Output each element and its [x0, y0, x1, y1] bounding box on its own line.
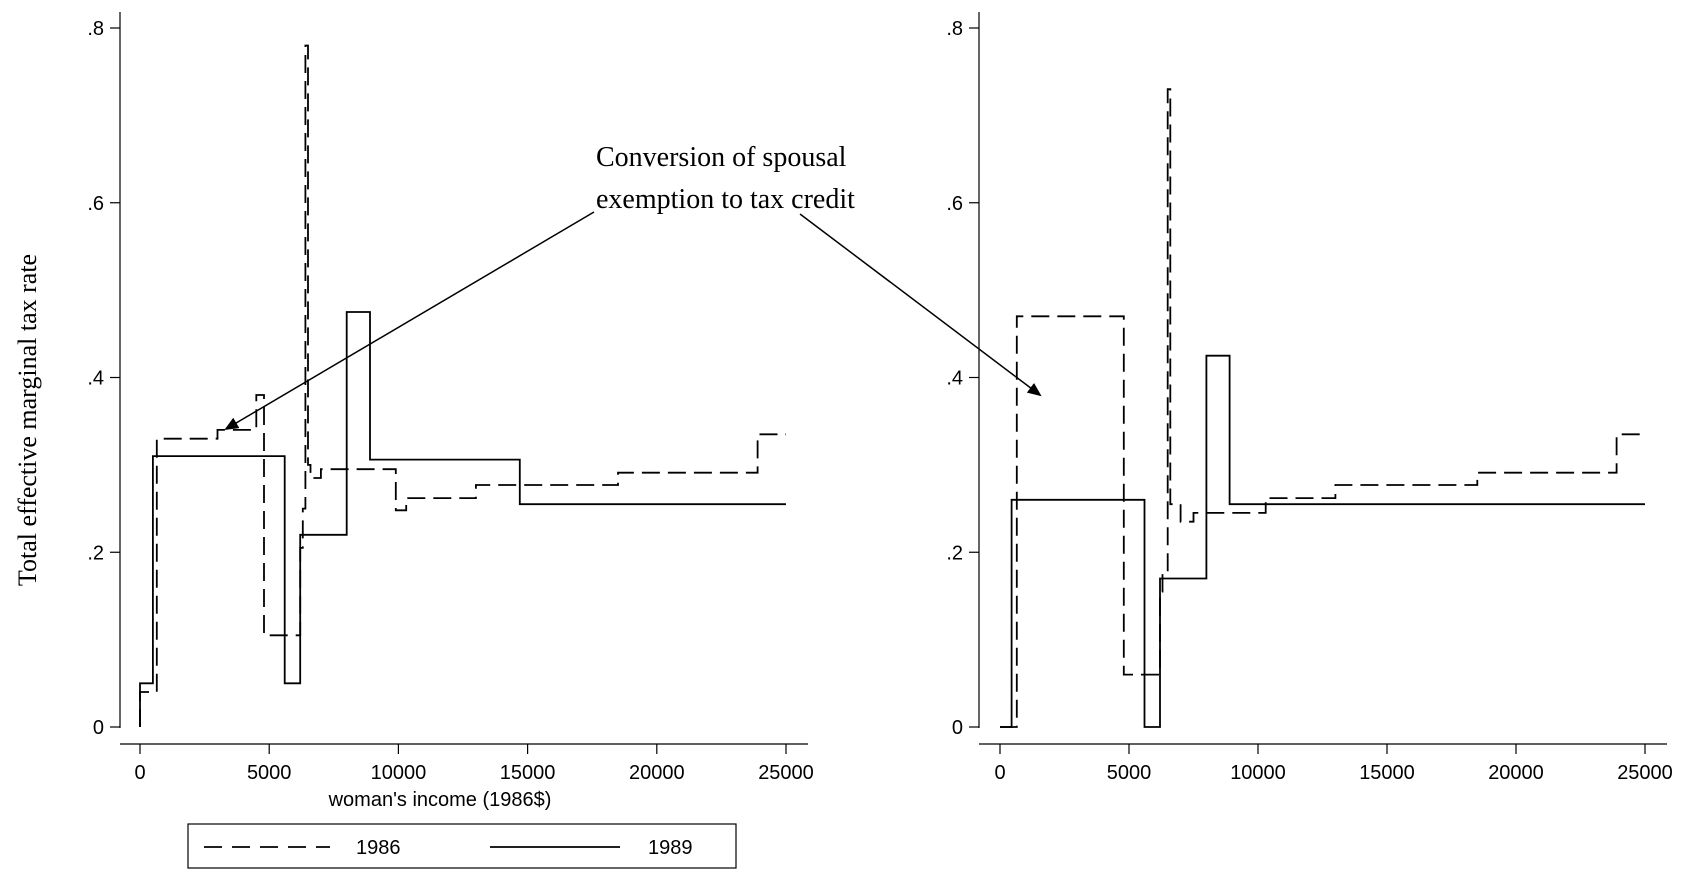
legend-label-1986: 1986 [356, 837, 401, 859]
y-axis-title: Total effective marginal tax rate [13, 254, 42, 586]
legend-label-1989: 1989 [648, 837, 693, 859]
x-tick-label: 5000 [247, 762, 292, 784]
x-tick-label: 25000 [1617, 762, 1673, 784]
series-line-1986-right [1000, 88, 1645, 728]
y-tick-label: .8 [87, 18, 104, 40]
y-tick-label: .2 [946, 542, 963, 564]
annotation-arrow-right [799, 213, 1042, 397]
y-tick-label: .4 [87, 368, 104, 390]
series-line-1986-left [139, 44, 786, 727]
y-tick-label: .4 [946, 368, 963, 390]
x-tick-label: 20000 [629, 762, 685, 784]
annotation-line-1: Conversion of spousal [596, 142, 847, 173]
left-x-ticks: 0 5000 10000 15000 20000 25000 [134, 744, 814, 784]
x-tick-label: 15000 [1359, 762, 1415, 784]
annotation-arrow-left [224, 211, 595, 431]
y-tick-label: 0 [952, 717, 963, 739]
annotation: Conversion of spousal exemption to tax c… [224, 142, 1042, 431]
legend-box [187, 823, 737, 869]
left-series [139, 44, 786, 727]
x-tick-label: 5000 [1107, 762, 1152, 784]
right-y-ticks: 0 .2 .4 .6 .8 [946, 18, 979, 739]
y-tick-label: .8 [946, 18, 963, 40]
left-y-ticks: 0 .2 .4 .6 .8 [87, 18, 120, 739]
y-tick-label: .6 [946, 193, 963, 215]
series-line-1989-left [139, 311, 786, 727]
y-tick-label: .2 [87, 542, 104, 564]
right-series [1000, 88, 1645, 728]
annotation-line-2: exemption to tax credit [596, 184, 855, 215]
x-tick-label: 10000 [371, 762, 427, 784]
legend: 1986 1989 [187, 823, 737, 869]
x-tick-label: 0 [994, 762, 1005, 784]
y-tick-label: .6 [87, 193, 104, 215]
x-tick-label: 15000 [500, 762, 556, 784]
y-tick-label: 0 [93, 717, 104, 739]
x-tick-label: 20000 [1488, 762, 1544, 784]
right-panel: 0 .2 .4 .6 .8 0 5000 10000 15000 20000 25000 [946, 12, 1673, 784]
x-tick-label: 10000 [1230, 762, 1286, 784]
x-axis-title: woman's income (1986$) [328, 789, 552, 811]
x-tick-label: 25000 [758, 762, 814, 784]
right-x-ticks: 0 5000 10000 15000 20000 25000 [994, 744, 1673, 784]
left-panel: 0 .2 .4 .6 .8 0 5000 10000 15000 20000 25000 Tota… [13, 12, 814, 811]
x-tick-label: 0 [134, 762, 145, 784]
series-line-1989-right [1000, 354, 1645, 728]
